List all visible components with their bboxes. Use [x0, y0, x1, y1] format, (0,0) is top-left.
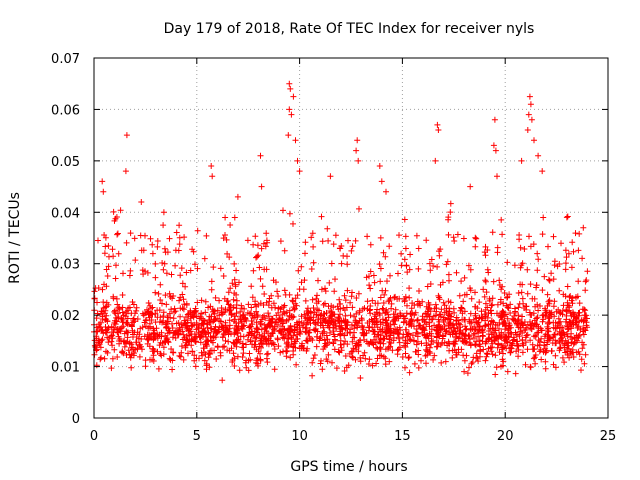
y-tick-label: 0.03: [51, 258, 80, 273]
x-tick-labels: 0 5 10 15 20 25: [90, 429, 616, 444]
y-tick-label: 0.06: [51, 103, 80, 118]
plot-frame: [93, 57, 609, 419]
chart-title: Day 179 of 2018, Rate Of TEC Index for r…: [164, 21, 535, 37]
x-tick-label: 10: [291, 429, 308, 444]
x-tick-label: 0: [90, 429, 98, 444]
x-tick-label: 25: [600, 429, 617, 444]
y-tick-label: 0.07: [51, 52, 80, 67]
x-tick-label: 15: [394, 429, 411, 444]
y-tick-label: 0: [72, 412, 80, 427]
axis-ticks: [93, 57, 609, 419]
y-tick-labels: 0 0.01 0.02 0.03 0.04 0.05 0.06 0.07: [51, 52, 80, 427]
y-axis-title: ROTI / TECUs: [7, 192, 23, 284]
data-points: [91, 80, 591, 384]
y-tick-label: 0.02: [51, 309, 80, 324]
roti-points: [91, 80, 591, 384]
y-tick-label: 0.05: [51, 155, 80, 170]
x-tick-label: 5: [193, 429, 201, 444]
x-tick-label: 20: [497, 429, 514, 444]
y-tick-label: 0.04: [51, 206, 80, 221]
x-axis-title: GPS time / hours: [290, 459, 407, 475]
y-tick-label: 0.01: [51, 361, 80, 376]
